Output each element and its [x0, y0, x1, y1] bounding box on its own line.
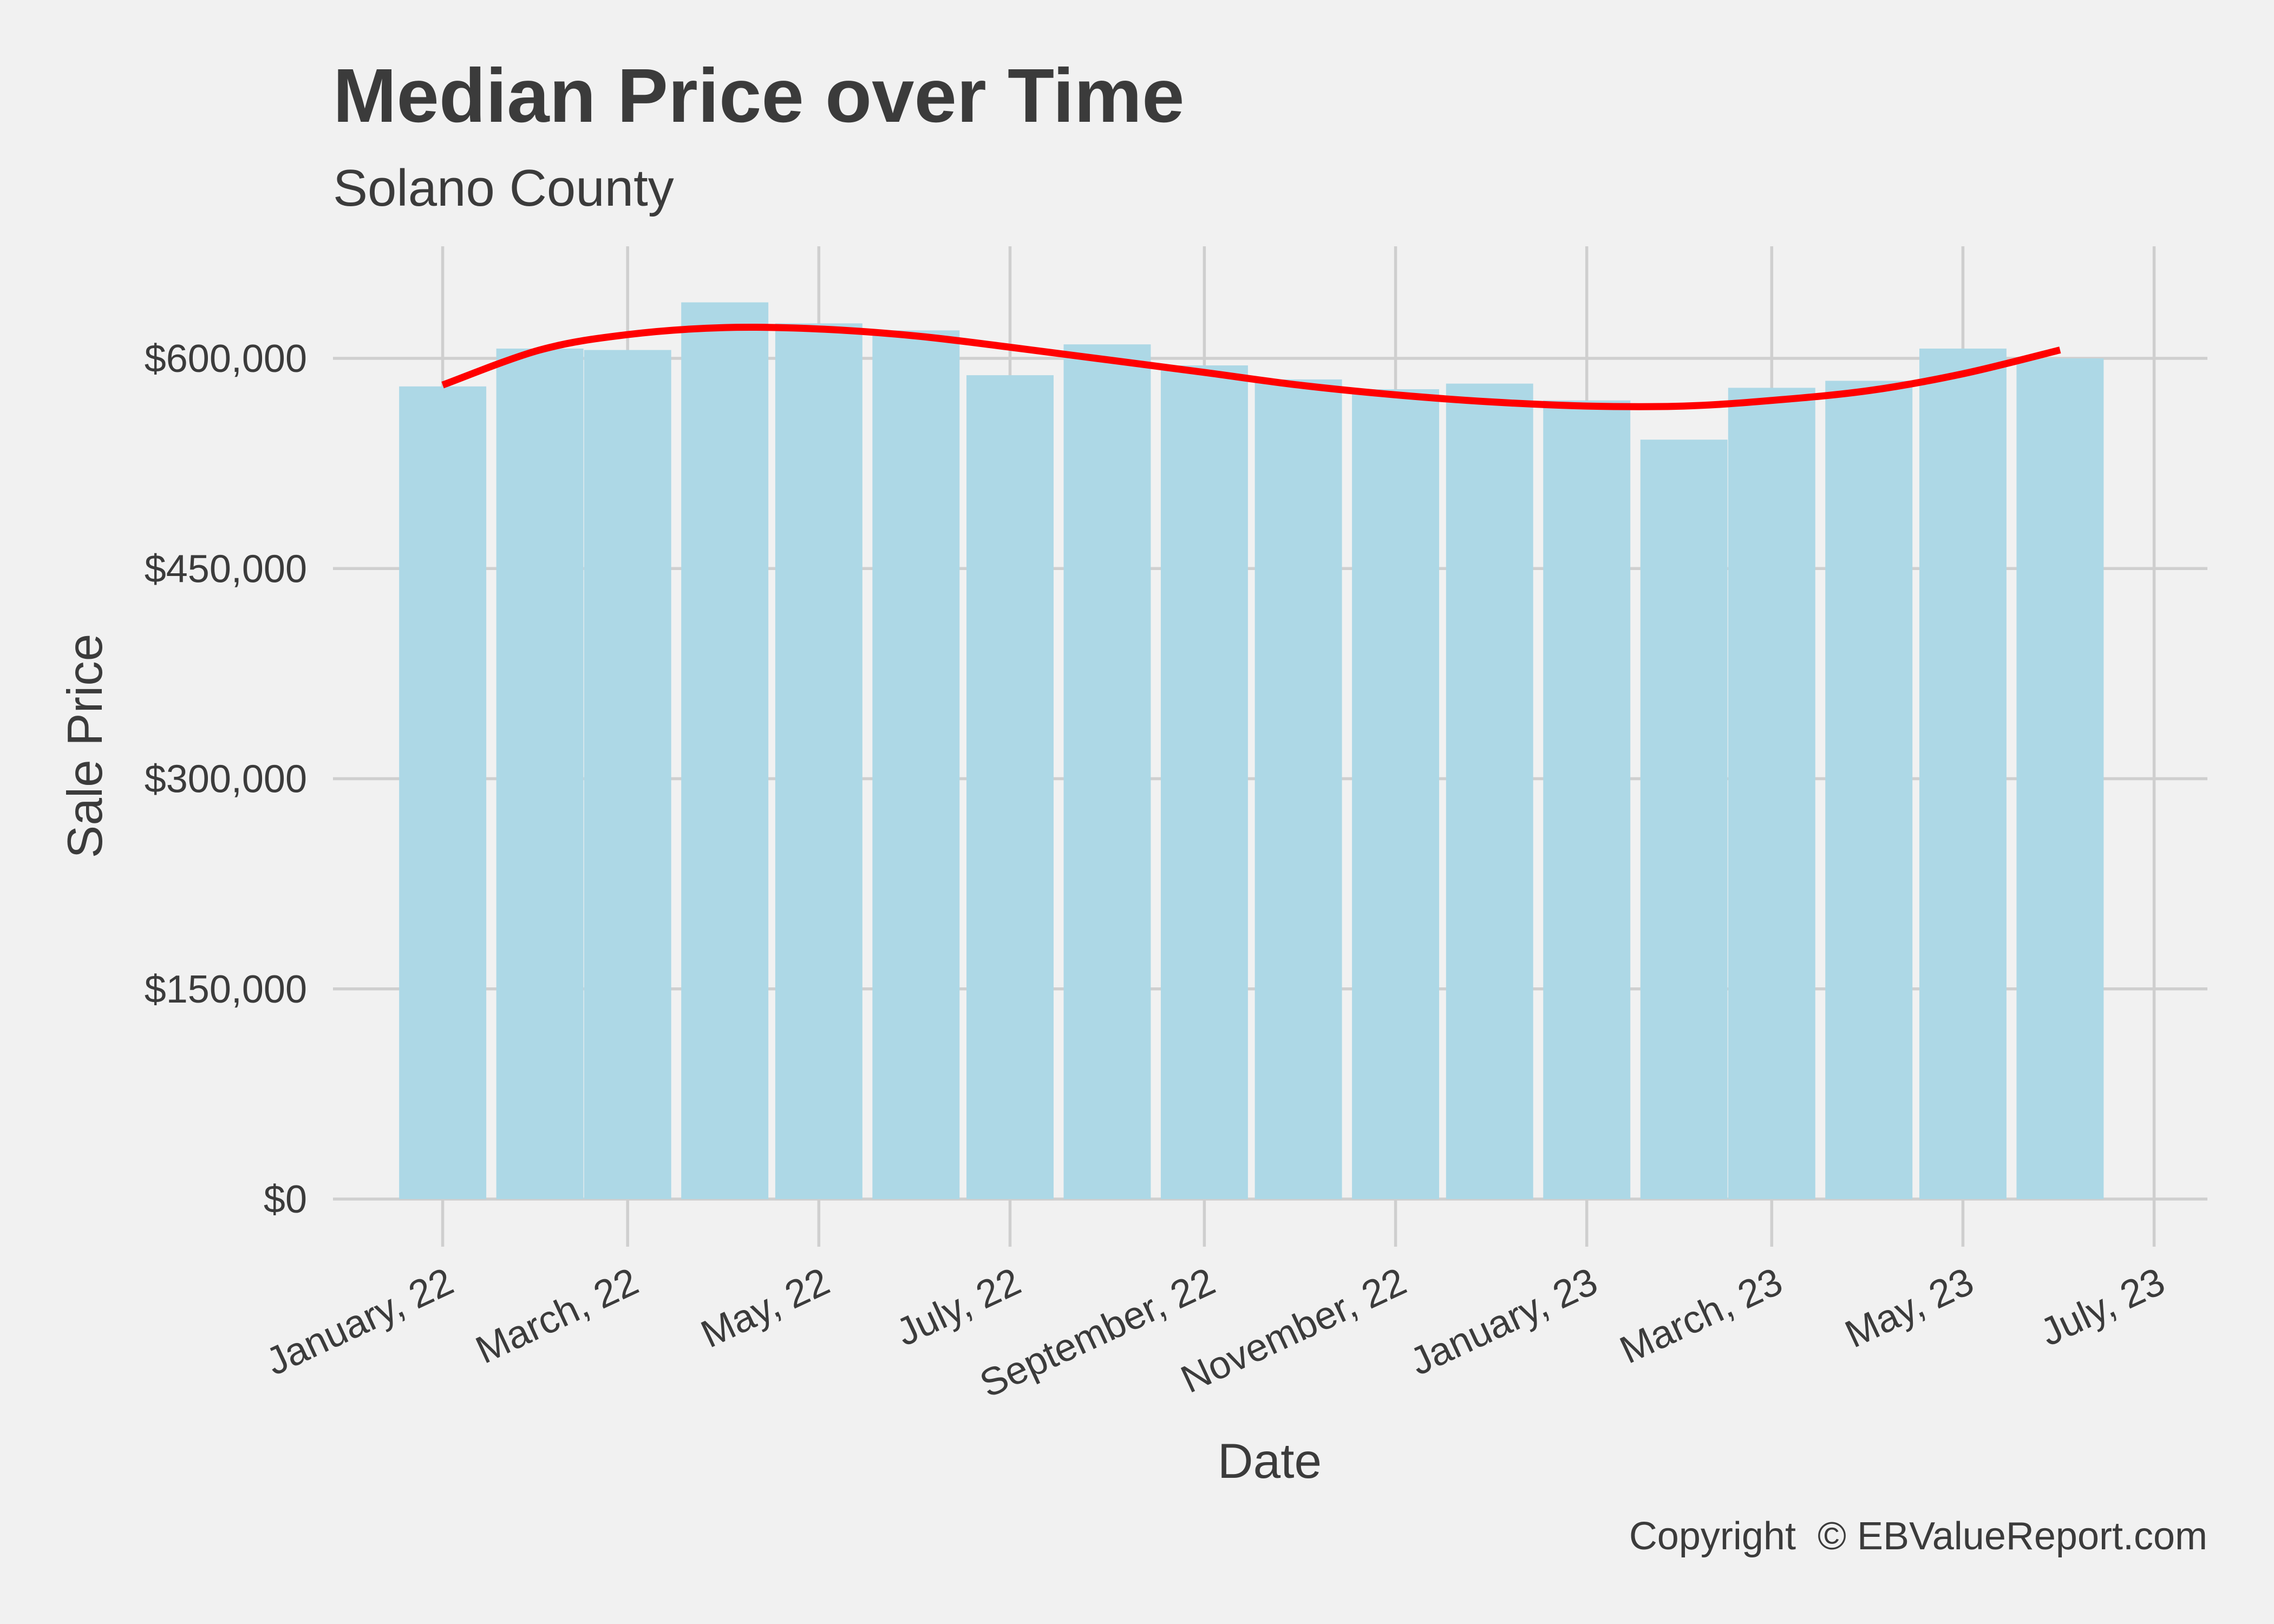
x-tick-label: March, 23 [1613, 1260, 1789, 1372]
bar-2023-05-01 [1919, 348, 2007, 1199]
y-tick-labels: $0 $150,000 $300,000 $450,000 $600,000 [145, 337, 307, 1221]
x-axis-title: Date [1218, 1434, 1322, 1489]
bar-2022-09-01 [1160, 365, 1248, 1199]
x-tick-label: January, 23 [1403, 1260, 1604, 1384]
bar-2023-02-01 [1640, 440, 1728, 1199]
bar-2023-04-01 [1825, 381, 1913, 1199]
y-tick-label: $150,000 [145, 968, 307, 1011]
bar-2022-11-01 [1352, 389, 1440, 1199]
bar-2022-10-01 [1254, 379, 1342, 1199]
y-tick-label: $300,000 [145, 758, 307, 801]
bar-2022-03-01 [584, 350, 671, 1199]
chart-title: Median Price over Time [333, 53, 1185, 138]
x-tick-label: January, 22 [259, 1260, 460, 1384]
bar-2022-12-01 [1446, 383, 1533, 1200]
bar-2023-03-01 [1728, 388, 1815, 1199]
x-tick-label: July, 22 [890, 1260, 1027, 1354]
bars [399, 302, 2104, 1200]
y-tick-label: $0 [264, 1178, 307, 1221]
copyright-caption: Copyright © EBValueReport.com [1629, 1515, 2207, 1558]
chart-subtitle: Solano County [333, 159, 674, 217]
x-tick-label: July, 23 [2034, 1260, 2172, 1354]
x-tick-label: May, 22 [695, 1260, 836, 1356]
bar-2022-04-01 [681, 302, 769, 1199]
bar-2023-06-01 [2016, 358, 2104, 1199]
bar-2022-06-01 [872, 330, 960, 1199]
bar-2022-05-01 [775, 323, 862, 1199]
x-tick-labels: January, 22 March, 22 May, 22 July, 22Septe… [259, 1260, 2171, 1406]
bar-2023-01-01 [1543, 400, 1631, 1200]
bar-2022-08-01 [1063, 344, 1151, 1199]
bar-2022-02-01 [496, 348, 584, 1199]
y-axis-title: Sale Price [58, 634, 113, 859]
bar-2022-07-01 [966, 375, 1054, 1199]
y-tick-label: $450,000 [145, 547, 307, 591]
x-tick-label: May, 23 [1839, 1260, 1980, 1356]
trend-line [441, 323, 2061, 410]
x-tick-label: March, 22 [469, 1260, 645, 1372]
y-tick-label: $600,000 [145, 337, 307, 381]
bar-2022-01-01 [399, 386, 487, 1200]
